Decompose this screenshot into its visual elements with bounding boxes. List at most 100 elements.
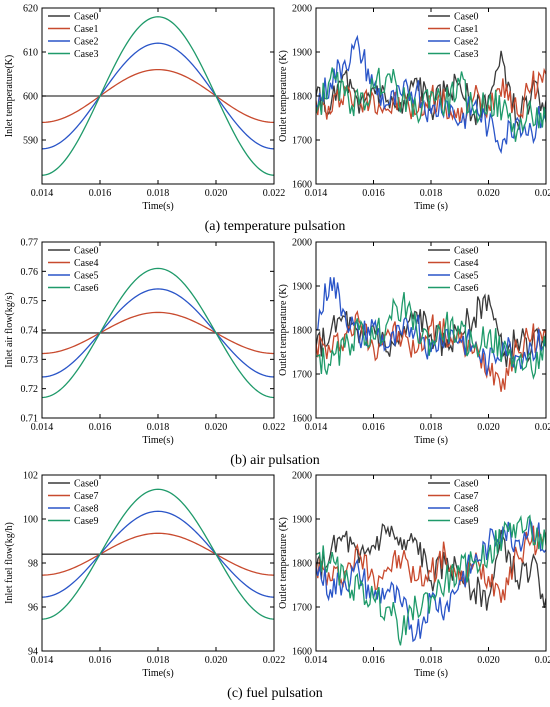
y-tick-label: 2000 (292, 238, 312, 249)
y-tick-label: 1800 (292, 326, 312, 337)
y-tick-label: 0.71 (21, 414, 39, 425)
x-tick-label: 0.018 (147, 655, 170, 666)
legend-label: Case5 (454, 271, 478, 282)
x-tick-label: 0.014 (305, 655, 328, 666)
x-tick-label: 0.018 (420, 655, 443, 666)
legend-label: Case7 (74, 491, 98, 502)
y-axis-label: Outlet temperature (K) (278, 50, 289, 142)
x-axis-label: Time (s) (414, 201, 448, 212)
series-line-case1 (42, 68, 274, 124)
legend-label: Case0 (74, 12, 98, 23)
y-tick-label: 0.74 (21, 326, 39, 337)
y-tick-label: 96 (28, 603, 38, 614)
panel-b-left: 0.014 0.016 0.018 0.020 0.022 0.71 0.72 0.73 0.7… (4, 238, 285, 447)
x-tick-label: 0.014 (31, 422, 54, 433)
x-tick-label: 0.018 (420, 422, 443, 433)
legend-label: Case7 (454, 491, 478, 502)
legend-label: Case0 (74, 479, 98, 490)
x-tick-label: 0.022 (535, 422, 550, 433)
y-tick-label: 1700 (292, 603, 312, 614)
y-tick-label: 94 (28, 647, 38, 658)
series-line-case7 (316, 525, 546, 603)
panel-b-right: 0.014 0.016 0.018 0.020 0.022 1600 1700 1800 190… (278, 238, 550, 447)
y-tick-label: 600 (23, 92, 38, 103)
legend-label: Case3 (454, 49, 478, 60)
caption-c: (c) fuel pulsation (227, 686, 323, 701)
x-tick-label: 0.016 (362, 422, 385, 433)
y-tick-label: 590 (23, 136, 38, 147)
legend-label: Case9 (74, 516, 98, 527)
x-tick-label: 0.016 (362, 188, 385, 199)
y-tick-label: 1700 (292, 370, 312, 381)
y-tick-label: 1900 (292, 282, 312, 293)
panel-a-right: 0.014 0.016 0.018 0.020 0.022 1600 1700 1800 190… (278, 4, 550, 213)
legend-label: Case6 (74, 283, 98, 294)
panel-c-left: 0.014 0.016 0.018 0.020 0.022 94 96 98 100 102 Tim… (4, 471, 285, 680)
series-line-case3 (316, 67, 546, 142)
x-tick-label: 0.014 (305, 422, 328, 433)
x-tick-label: 0.022 (535, 188, 550, 199)
x-tick-label: 0.014 (31, 655, 54, 666)
x-tick-label: 0.022 (535, 655, 550, 666)
series-line-case6 (42, 267, 274, 399)
legend-label: Case0 (454, 246, 478, 257)
series-line-case5 (316, 277, 546, 376)
x-tick-label: 0.022 (263, 188, 286, 199)
x-tick-label: 0.016 (89, 655, 112, 666)
y-tick-label: 0.75 (21, 296, 39, 307)
x-axis-label: Time(s) (142, 435, 173, 446)
y-tick-label: 2000 (292, 471, 312, 482)
x-tick-label: 0.022 (263, 655, 286, 666)
x-axis-label: Time(s) (142, 201, 173, 212)
series-line-case3 (42, 16, 274, 176)
y-axis-label: Inlet fuel flow(kg/h) (4, 522, 15, 604)
x-tick-label: 0.018 (147, 422, 170, 433)
y-tick-label: 100 (23, 515, 38, 526)
y-tick-label: 0.72 (21, 384, 39, 395)
x-axis-label: Time (s) (414, 435, 448, 446)
series-line-case6 (316, 292, 546, 381)
y-tick-label: 98 (28, 559, 38, 570)
panel-c-right: 0.014 0.016 0.018 0.020 0.022 1600 1700 1800 190… (278, 471, 550, 680)
y-tick-label: 1900 (292, 515, 312, 526)
x-tick-label: 0.020 (205, 188, 228, 199)
y-tick-label: 1600 (292, 414, 312, 425)
series-line-case2 (42, 42, 274, 150)
y-tick-label: 1600 (292, 647, 312, 658)
series-line-case4 (316, 309, 546, 392)
y-tick-label: 1600 (292, 180, 312, 191)
legend-label: Case1 (454, 24, 478, 35)
y-axis-label: Outlet temperature (K) (278, 284, 289, 376)
legend-label: Case8 (74, 504, 98, 515)
y-tick-label: 610 (23, 48, 38, 59)
x-tick-label: 0.014 (31, 188, 54, 199)
legend-label: Case1 (74, 24, 98, 35)
legend-label: Case0 (454, 479, 478, 490)
x-tick-label: 0.020 (205, 655, 228, 666)
x-tick-label: 0.018 (420, 188, 443, 199)
y-tick-label: 0.73 (21, 355, 39, 366)
x-tick-label: 0.016 (362, 655, 385, 666)
x-tick-label: 0.020 (477, 422, 500, 433)
series-line-case9 (42, 488, 274, 620)
x-tick-label: 0.016 (89, 422, 112, 433)
x-tick-label: 0.014 (305, 188, 328, 199)
y-axis-label: Inlet air flow(kg/s) (4, 292, 15, 368)
panel-a-left: 0.014 0.016 0.018 0.020 0.022 590 600 610 620 Tim… (4, 4, 285, 213)
series-line-case8 (42, 510, 274, 598)
y-tick-label: 2000 (292, 4, 312, 15)
x-axis-label: Time (s) (414, 668, 448, 679)
x-tick-label: 0.020 (205, 422, 228, 433)
x-tick-label: 0.016 (89, 188, 112, 199)
y-axis-label: Outlet temperature (K) (278, 517, 289, 609)
series-line-case0 (316, 523, 546, 611)
legend-label: Case8 (454, 504, 478, 515)
x-tick-label: 0.020 (477, 655, 500, 666)
y-tick-label: 0.77 (21, 238, 39, 249)
series-line-case4 (42, 311, 274, 355)
x-tick-label: 0.022 (263, 422, 286, 433)
legend-label: Case0 (454, 12, 478, 23)
legend-label: Case2 (454, 37, 478, 48)
y-tick-label: 620 (23, 4, 38, 15)
